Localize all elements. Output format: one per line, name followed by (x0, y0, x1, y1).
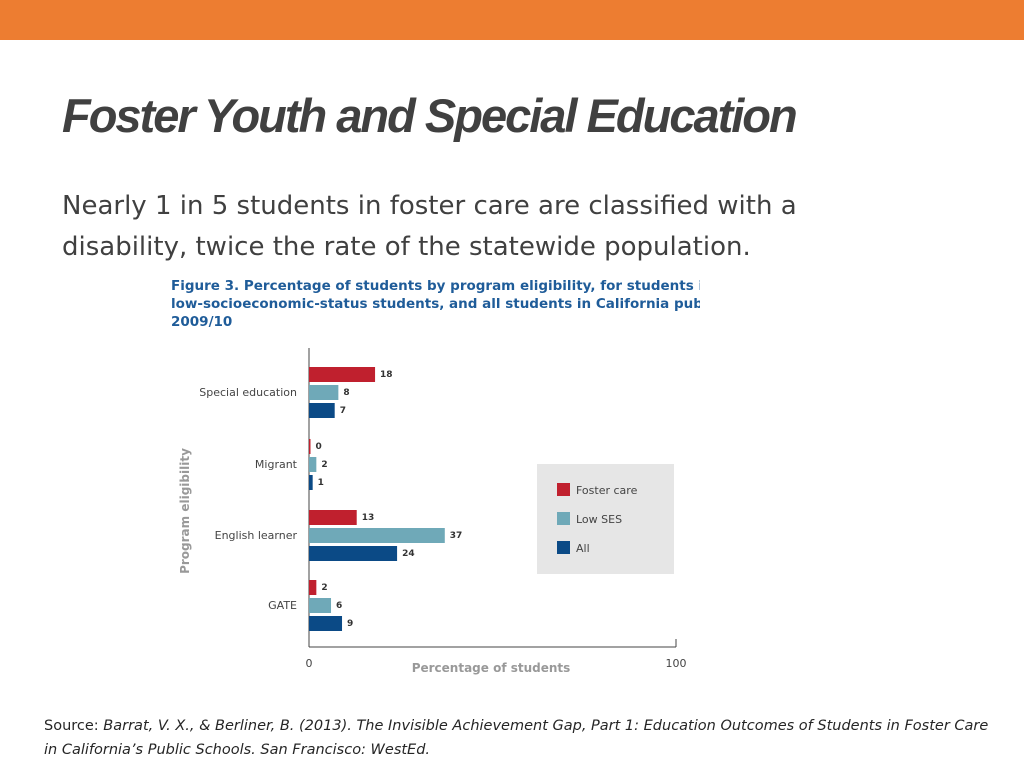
legend-label: All (576, 542, 590, 555)
legend-label: Low SES (576, 513, 622, 526)
bar (309, 439, 311, 454)
bar (309, 546, 398, 561)
category-label: Migrant (255, 458, 298, 471)
bar (309, 475, 313, 490)
bar-value-label: 2 (321, 583, 327, 593)
bar (309, 510, 357, 525)
category-label: Special education (199, 386, 297, 399)
bar (309, 367, 376, 382)
source-reference: Barrat, V. X., & Berliner, B. (2013). Th… (44, 718, 989, 758)
top-accent-bar (0, 0, 1024, 40)
bar (309, 598, 332, 613)
bar-value-label: 7 (340, 406, 346, 416)
bar (309, 616, 343, 631)
figure-title-line: Figure 3. Percentage of students by prog… (171, 278, 700, 294)
bar-value-label: 8 (343, 388, 349, 398)
category-label: English learner (215, 529, 298, 542)
legend-label: Foster care (576, 484, 638, 497)
x-tick-label: 0 (306, 657, 313, 670)
x-tick-label: 100 (666, 657, 687, 670)
bar-value-label: 6 (336, 601, 342, 611)
bar (309, 403, 335, 418)
legend-swatch (557, 541, 570, 554)
bar-value-label: 24 (402, 549, 415, 559)
legend-swatch (557, 483, 570, 496)
source-prefix: Source: (44, 718, 104, 734)
source-citation: Source: Barrat, V. X., & Berliner, B. (2… (44, 714, 994, 762)
bar-value-label: 9 (347, 619, 353, 629)
bar-chart: Figure 3. Percentage of students by prog… (171, 278, 700, 675)
bar (309, 580, 317, 595)
legend-swatch (557, 512, 570, 525)
bar (309, 457, 317, 472)
bar (309, 528, 445, 543)
slide-title: Foster Youth and Special Education (62, 89, 798, 142)
bar-value-label: 0 (316, 442, 322, 452)
slide-subtitle: Nearly 1 in 5 students in foster care ar… (62, 191, 797, 262)
bar-value-label: 13 (362, 513, 375, 523)
y-axis-title: Program eligibility (178, 448, 192, 574)
x-axis-title: Percentage of students (412, 661, 571, 675)
bar-value-label: 1 (318, 478, 324, 488)
bar-value-label: 18 (380, 370, 393, 380)
category-label: GATE (268, 599, 297, 612)
bar-value-label: 37 (450, 531, 463, 541)
figure-title-line: low-socioeconomic-status students, and a… (171, 296, 700, 312)
figure-title-line: 2009/10 (171, 314, 232, 330)
bar-value-label: 2 (321, 460, 327, 470)
bar (309, 385, 339, 400)
